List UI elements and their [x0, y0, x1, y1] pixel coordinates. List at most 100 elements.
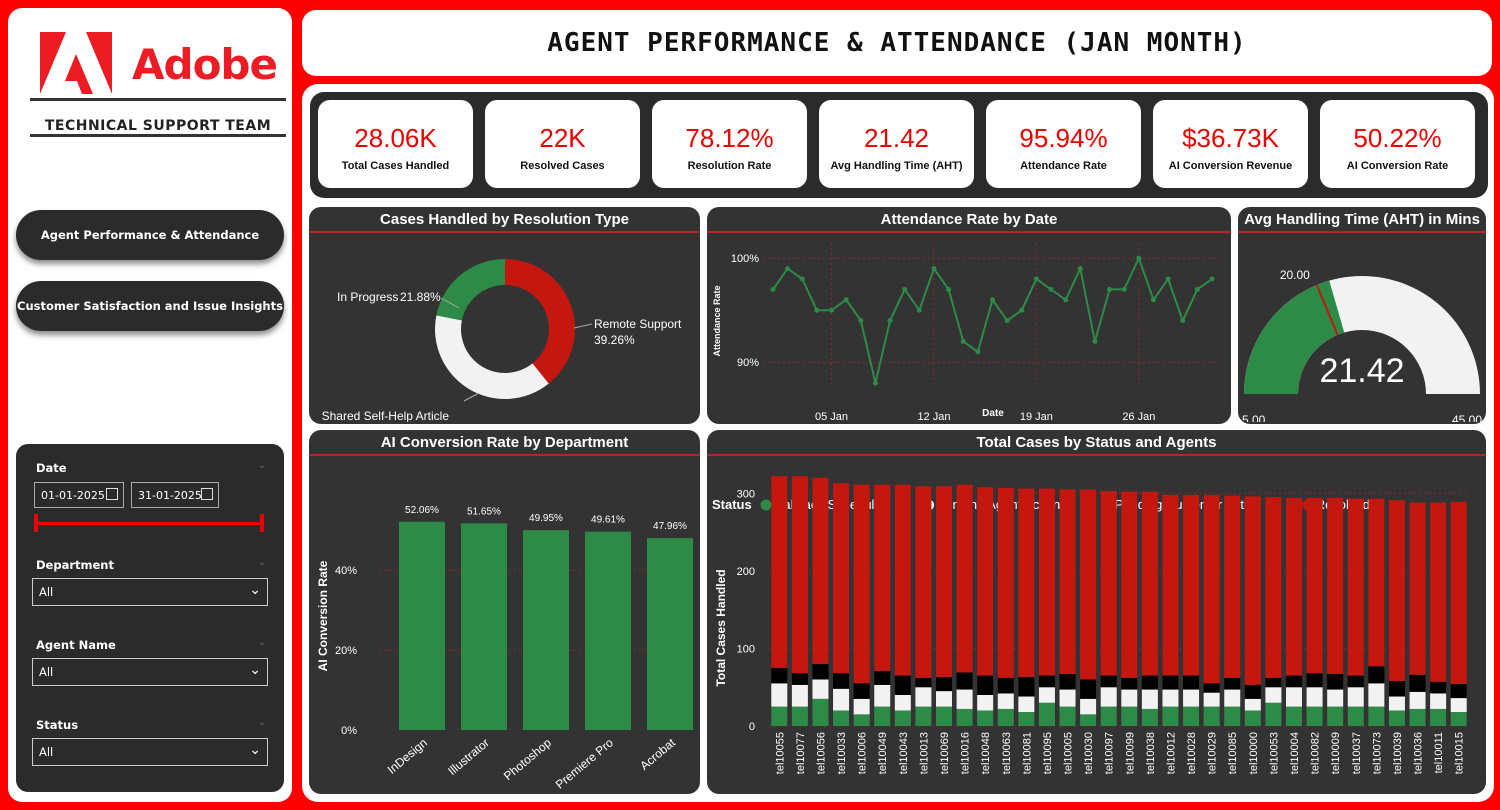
dropdown-chevron-icon[interactable]: ⌄: [249, 582, 261, 598]
x-tick-label: Illustrator: [445, 736, 492, 778]
legend-title: Status: [712, 497, 752, 512]
y-tick-label: 20%: [335, 645, 357, 657]
chevron-down-icon[interactable]: ⌄: [257, 717, 266, 728]
x-tick-label: tel10069: [939, 732, 951, 774]
slice-name-label: Shared Self-Help Article: [322, 409, 450, 422]
stacked-bar-segment: [1121, 706, 1138, 726]
stacked-bar-segment: [1100, 706, 1117, 726]
divider: [30, 134, 286, 137]
nav-agent-performance[interactable]: Agent Performance & Attendance: [16, 210, 284, 260]
date-filter-label: Date: [36, 461, 67, 475]
stacked-bar-segment: [1018, 712, 1035, 726]
calendar-icon[interactable]: [201, 488, 213, 500]
stacked-bar-segment: [1244, 710, 1261, 726]
stacked-bar-segment: [1327, 689, 1344, 707]
dropdown-chevron-icon[interactable]: ⌄: [249, 662, 261, 678]
kpi-card: $36.73K AI Conversion Revenue: [1153, 100, 1308, 188]
kpi-card: 21.42 Avg Handling Time (AHT): [819, 100, 974, 188]
stacked-bar-segment: [1141, 491, 1158, 676]
attendance-point: [858, 318, 864, 324]
x-tick-label: tel10016: [960, 732, 972, 774]
y-tick-label: 0: [749, 721, 755, 733]
ai-conversion-bar-chart: 0% 20% 40% 52.06% InDesign 51.65% Illustrator 4…: [316, 505, 693, 792]
stacked-bar-segment: [1183, 706, 1200, 726]
stacked-bar-segment: [1347, 687, 1364, 707]
stacked-bar-segment: [1059, 689, 1076, 707]
stacked-bar-segment: [1183, 689, 1200, 707]
x-tick-label: tel10099: [1124, 732, 1136, 774]
kpi-label: AI Conversion Revenue: [1168, 160, 1293, 172]
x-tick-label: 05 Jan: [815, 411, 848, 422]
x-tick-label: tel10015: [1454, 732, 1466, 774]
agent-select[interactable]: All ⌄: [32, 658, 268, 686]
attendance-line: [772, 255, 1213, 384]
stacked-bar-segment: [1368, 498, 1385, 667]
stacked-bar-segment: [1059, 489, 1076, 675]
gauge-min-label: 5.00: [1242, 413, 1266, 422]
x-tick-label: tel10006: [857, 732, 869, 774]
department-select[interactable]: All ⌄: [32, 578, 268, 606]
stacked-bar-segment: [1203, 706, 1220, 726]
attendance-point: [829, 307, 835, 313]
nav-customer-satisfaction[interactable]: Customer Satisfaction and Issue Insights: [16, 281, 284, 331]
attendance-point: [990, 297, 995, 303]
x-tick-label: tel10037: [1351, 732, 1363, 774]
stacked-bar-segment: [1203, 692, 1220, 707]
stacked-bar-segment: [771, 683, 788, 707]
attendance-point: [1048, 286, 1054, 292]
stacked-bar-segment: [1368, 706, 1385, 726]
slider-start-handle[interactable]: [34, 514, 38, 532]
stacked-bar-segment: [1388, 696, 1405, 711]
x-tick-label: tel10048: [980, 732, 992, 774]
stacked-bar-segment: [812, 663, 829, 680]
attendance-point: [814, 307, 820, 313]
chevron-down-icon[interactable]: ⌄: [257, 637, 266, 648]
stacked-bar-segment: [977, 487, 994, 676]
status-select[interactable]: All ⌄: [32, 738, 268, 766]
chevron-down-icon[interactable]: ⌄: [257, 557, 266, 568]
legend-marker: [760, 499, 772, 511]
stacked-bar-segment: [1162, 494, 1179, 676]
stacked-bar-segment: [1430, 681, 1447, 694]
stacked-bar-segment: [1162, 689, 1179, 707]
slider-end-handle[interactable]: [260, 514, 264, 532]
stacked-bar-segment: [1306, 706, 1323, 726]
stacked-bar-segment: [1038, 687, 1055, 703]
bar: [399, 521, 445, 730]
stacked-bar-segment: [1224, 689, 1241, 707]
donut-chart: Remote Support 39.26% Shared Self-Help Art…: [322, 259, 682, 423]
stacked-bar-segment: [1327, 497, 1344, 675]
date-to-input[interactable]: 31-01-2025: [131, 482, 219, 508]
stacked-bar-segment: [1388, 681, 1405, 697]
kpi-value: 28.06K: [354, 123, 437, 153]
date-from-input[interactable]: 01-01-2025: [34, 482, 124, 508]
stacked-bar-segment: [1347, 498, 1364, 676]
brand-name: Adobe: [132, 40, 278, 89]
stacked-bar-segment: [1100, 687, 1117, 707]
attendance-point: [799, 276, 805, 282]
date-range-slider[interactable]: [36, 522, 264, 525]
stacked-bar-segment: [1121, 677, 1138, 690]
y-tick-label: 200: [737, 566, 755, 578]
x-tick-label: Photoshop: [501, 735, 554, 783]
attendance-point: [931, 266, 937, 272]
stacked-bar-segment: [1121, 491, 1138, 678]
x-tick-label: tel10039: [1392, 732, 1404, 774]
stacked-bar-segment: [853, 484, 870, 684]
stacked-bar-segment: [1450, 712, 1467, 726]
stacked-bar-segment: [1100, 675, 1117, 688]
status-filter-label: Status: [36, 718, 79, 732]
chevron-down-icon[interactable]: ⌄: [257, 460, 266, 471]
dropdown-chevron-icon[interactable]: ⌄: [249, 742, 261, 758]
stacked-bar-segment: [894, 694, 911, 711]
stacked-bar-segment: [874, 484, 891, 671]
x-tick-label: 26 Jan: [1122, 411, 1155, 422]
calendar-icon[interactable]: [106, 488, 118, 500]
x-tick-label: tel10053: [1268, 732, 1280, 774]
kpi-value: $36.73K: [1182, 123, 1279, 153]
status-panel: Total Cases by Status and Agents Status C…: [707, 430, 1486, 794]
x-tick-label: tel10055: [774, 732, 786, 774]
stacked-bar-segment: [1347, 675, 1364, 688]
stacked-bar-segment: [791, 476, 808, 674]
